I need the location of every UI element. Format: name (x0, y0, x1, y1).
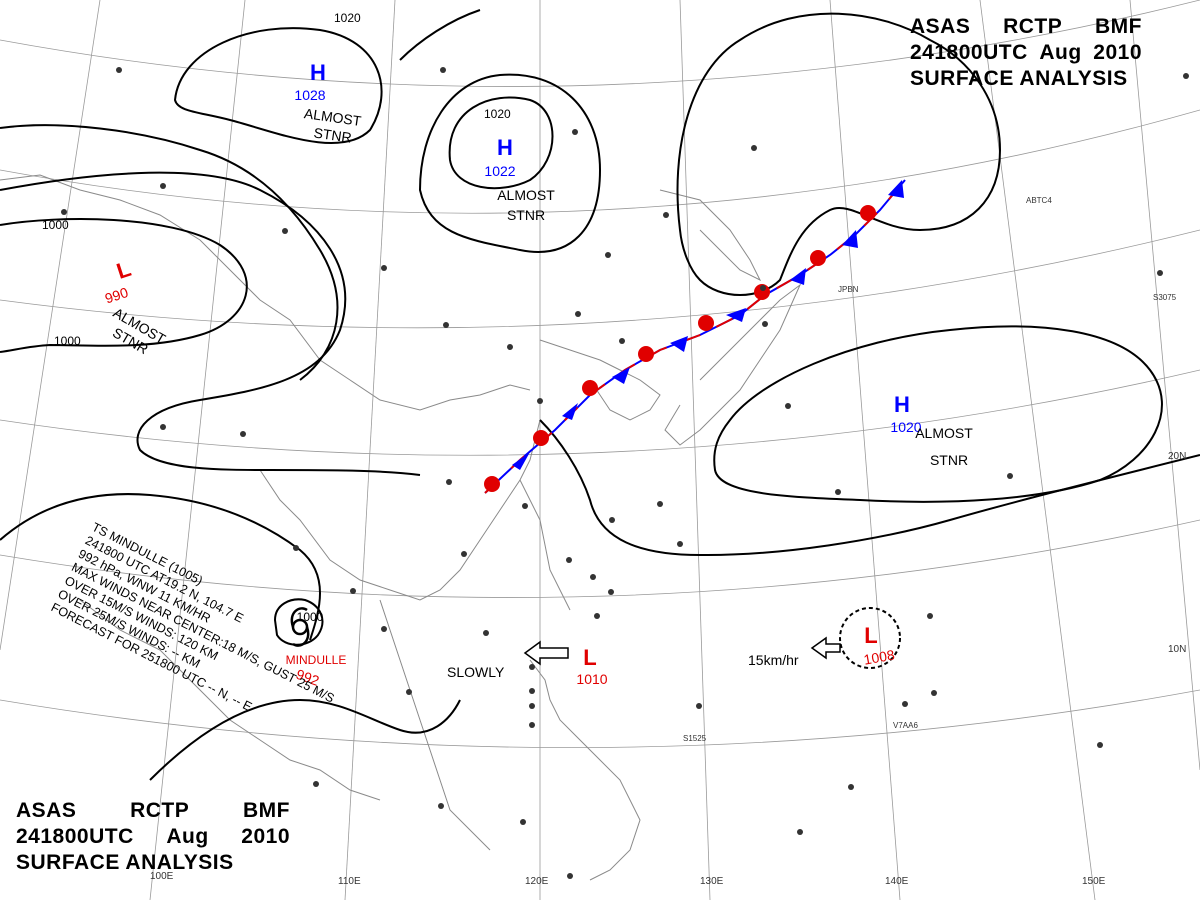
motion-arrows (523, 636, 841, 666)
high-symbol: H (894, 392, 910, 417)
high-note: STNR (930, 452, 968, 468)
typhoon-inner-isobar: 1000 (297, 610, 324, 624)
lon-label: 110E (338, 876, 361, 887)
header-month: Aug (1039, 41, 1082, 64)
low-value: 990 (103, 284, 130, 307)
high-note: ALMOST (915, 425, 973, 441)
header-bureau: BMF (243, 799, 290, 822)
header-time: 241800UTC (910, 41, 1028, 64)
station-id: ABTC4 (1026, 196, 1052, 205)
high-value: 1028 (294, 87, 325, 103)
header-title: SURFACE ANALYSIS (910, 67, 1128, 90)
high-note: STNR (313, 124, 353, 145)
lon-label: 150E (1082, 876, 1106, 887)
coastlines (0, 174, 802, 881)
low-1008-circulation (839, 607, 901, 669)
header-year: 2010 (241, 825, 290, 848)
station-plots (61, 67, 1189, 879)
high-symbol: H (310, 60, 326, 85)
header-month: Aug (166, 825, 209, 848)
typhoon-name: MINDULLE (286, 653, 347, 667)
high-value: 1020 (890, 419, 921, 435)
lon-label: 140E (885, 876, 909, 887)
high-note: STNR (507, 207, 545, 223)
station-id: S3075 (1153, 293, 1177, 302)
header-bureau: BMF (1095, 15, 1142, 38)
low-symbol: L (864, 623, 877, 648)
stationary-front (484, 179, 906, 494)
header-station: RCTP (130, 799, 190, 822)
slowly-label: SLOWLY (447, 664, 505, 680)
header-title: SURFACE ANALYSIS (16, 851, 234, 874)
speed-label: 15km/hr (748, 652, 799, 668)
header-time: 241800UTC (16, 825, 134, 848)
isobar-label: 1000 (42, 218, 69, 232)
isobar-label: 1000 (54, 334, 81, 348)
isobar-label: 1020 (484, 107, 511, 121)
isobars (0, 9, 1200, 781)
lon-label: 120E (525, 876, 549, 887)
header-agency: ASAS (16, 799, 77, 822)
map-header-bottom-left: ASAS RCTP BMF 241800UTC Aug 2010 SURFACE… (16, 798, 290, 876)
lat-label: 20N (1168, 451, 1186, 462)
header-agency: ASAS (910, 15, 971, 38)
lon-label: 130E (700, 876, 724, 887)
typhoon-symbol (290, 607, 310, 647)
station-id: JPBN (838, 285, 859, 294)
high-note: ALMOST (497, 187, 555, 203)
isobar-label: 1020 (334, 11, 361, 25)
low-symbol: L (583, 645, 596, 670)
typhoon-pressure: 992 (294, 666, 322, 689)
high-value: 1022 (484, 163, 515, 179)
high-note: ALMOST (303, 105, 363, 129)
station-id: V7AA6 (893, 721, 918, 730)
station-id: S1525 (683, 734, 707, 743)
low-value: 1010 (576, 671, 607, 687)
lon-label: 100E (150, 871, 174, 882)
high-symbol: H (497, 135, 513, 160)
map-header-top-right: ASAS RCTP BMF 241800UTC Aug 2010 SURFACE… (910, 14, 1142, 92)
header-year: 2010 (1093, 41, 1142, 64)
lat-label: 10N (1168, 644, 1186, 655)
low-value: 1008 (862, 646, 896, 667)
header-station: RCTP (1003, 15, 1063, 38)
